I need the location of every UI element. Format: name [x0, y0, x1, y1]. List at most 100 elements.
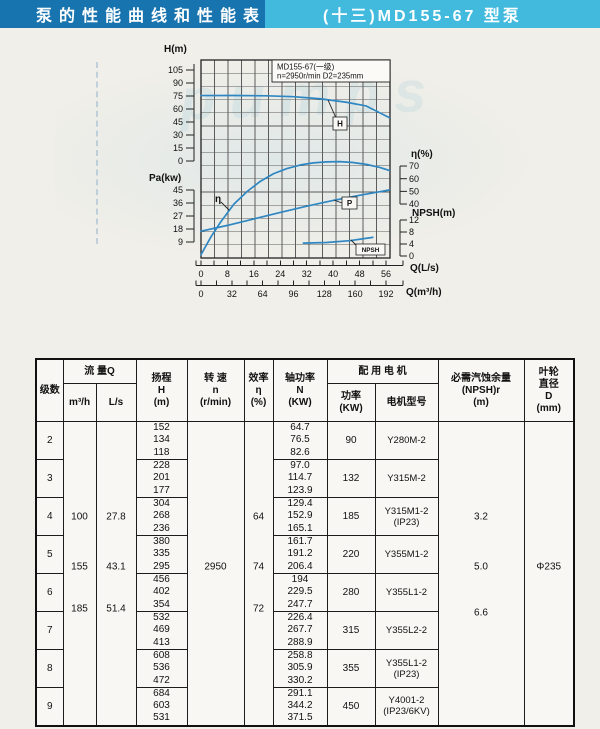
col-flow-m3h: m³/h [62, 383, 97, 422]
svg-text:96: 96 [288, 289, 298, 299]
motor-power-cell: 355 [326, 649, 376, 688]
table-body: 2 100 155 185 27.8 43.1 51.4 152 134 118 2950 64 7… [35, 420, 575, 727]
svg-text:60: 60 [409, 174, 419, 184]
head-cell: 152 134 118 [135, 421, 188, 460]
svg-text:32: 32 [227, 289, 237, 299]
stage-cell: 2 [35, 421, 64, 460]
curve-label-NPSH: NPSH [350, 239, 386, 256]
stage-cell: 6 [35, 573, 64, 612]
table-row-stage-9: 9 684 603 531 291.1 344.2 371.5 450 Y4001-2 … [35, 686, 574, 727]
col-motor-group: 配 用 电 机 [326, 358, 439, 384]
stage-cell: 4 [35, 497, 64, 536]
svg-text:0: 0 [198, 269, 203, 279]
axis-pa [186, 189, 195, 243]
motor-power-cell: 90 [326, 421, 376, 460]
svg-text:15: 15 [173, 143, 183, 153]
motor-model-cell: Y355M1-2 [374, 535, 439, 574]
svg-text:160: 160 [348, 289, 363, 299]
table-row-stage-6: 6 456 402 354 194 229.5 247.7 280 Y355L1-2 [35, 573, 574, 612]
svg-text:40: 40 [409, 199, 419, 209]
curve-label-η: η [215, 194, 230, 211]
svg-text:24: 24 [275, 269, 285, 279]
svg-text:NPSH(m): NPSH(m) [412, 208, 455, 219]
axis-npsh [399, 219, 407, 257]
shaft-power-cell: 161.7 191.2 206.4 [272, 535, 328, 574]
col-motor-model: 电机型号 [374, 383, 439, 422]
col-npsh: 必需汽蚀余量 (NPSH)r (m) [437, 358, 525, 422]
curve-P [200, 189, 391, 233]
svg-text:45: 45 [173, 117, 183, 127]
motor-power-cell: 280 [326, 573, 376, 612]
svg-text:η: η [215, 194, 221, 205]
axis-h [186, 63, 195, 162]
svg-text:12: 12 [409, 215, 419, 225]
svg-text:75: 75 [173, 91, 183, 101]
table-row-stage-5: 5 380 335 295 161.7 191.2 206.4 220 Y355M1-2 [35, 535, 574, 574]
merged-col-speed: 2950 [186, 420, 245, 727]
svg-text:30: 30 [173, 130, 183, 140]
svg-text:48: 48 [355, 269, 365, 279]
table-row-stage-3: 3 228 201 177 97.0 114.7 123.9 132 Y315M-2 [35, 459, 574, 498]
svg-text:Pa(kw): Pa(kw) [149, 173, 181, 184]
merged-col-flow_ls: 27.8 43.1 51.4 [95, 420, 137, 727]
motor-model-cell: Y315M1-2 (IP23) [374, 497, 439, 536]
svg-text:0: 0 [178, 156, 183, 166]
curve-label-H: H [327, 99, 348, 131]
head-cell: 532 469 413 [135, 611, 188, 650]
svg-text:Q(L/s): Q(L/s) [410, 263, 439, 274]
performance-table: 级数 流 量Q 扬程 H (m) 转 速 n (r/min) 效率 η (%) … [35, 358, 575, 727]
svg-text:NPSH: NPSH [362, 247, 380, 254]
motor-model-cell: Y355L1-2 (IP23) [374, 649, 439, 688]
col-flow-group: 流 量Q [62, 358, 137, 384]
svg-text:0: 0 [198, 289, 203, 299]
shaft-power-cell: 291.1 344.2 371.5 [272, 686, 328, 727]
svg-text:P: P [347, 199, 353, 208]
curve-η [200, 160, 391, 256]
svg-text:64: 64 [258, 289, 268, 299]
motor-model-cell: Y280M-2 [374, 421, 439, 460]
merged-col-flow_m3h: 100 155 185 [62, 420, 97, 727]
motor-power-cell: 315 [326, 611, 376, 650]
svg-text:8: 8 [409, 227, 414, 237]
q-scale-bar [195, 280, 404, 286]
scan-edge-marks [96, 62, 98, 244]
svg-text:H(m): H(m) [164, 44, 187, 55]
svg-text:128: 128 [317, 289, 332, 299]
col-head: 扬程 H (m) [135, 358, 188, 422]
pump-model-title: (十三)MD155-67 型泵 [265, 0, 600, 28]
svg-text:H: H [337, 120, 343, 129]
col-impeller: 叶轮 直径 D (mm) [523, 358, 575, 422]
col-stage: 级数 [35, 358, 64, 422]
svg-text:105: 105 [168, 65, 183, 75]
motor-power-cell: 185 [326, 497, 376, 536]
chart-grid [200, 59, 391, 259]
shaft-power-cell: 194 229.5 247.7 [272, 573, 328, 612]
table-row-stage-4: 4 304 268 236 129.4 152.9 165.1 185 Y315M1-2… [35, 497, 574, 536]
page-title: 泵的性能曲线和性能表 [0, 0, 265, 28]
svg-text:192: 192 [378, 289, 393, 299]
table-row-stage-2: 2 100 155 185 27.8 43.1 51.4 152 134 118 2950 64 7… [35, 420, 575, 727]
svg-text:56: 56 [381, 269, 391, 279]
stage-cell: 7 [35, 611, 64, 650]
motor-model-cell: Y355L2-2 [374, 611, 439, 650]
head-cell: 228 201 177 [135, 459, 188, 498]
col-speed: 转 速 n (r/min) [186, 358, 245, 422]
motor-model-cell: Y355L1-2 [374, 573, 439, 612]
q-scale-bar [195, 260, 404, 266]
svg-text:8: 8 [225, 269, 230, 279]
stage-cell: 9 [35, 686, 64, 727]
performance-chart: 10590756045301504536271897060504012840H(… [149, 44, 455, 299]
motor-model-cell: Y4001-2 (IP23/6KV) [374, 686, 439, 727]
curve-NPSH [302, 236, 374, 244]
svg-text:60: 60 [173, 104, 183, 114]
stage-cell: 5 [35, 535, 64, 574]
head-cell: 608 536 472 [135, 649, 188, 688]
svg-text:18: 18 [173, 224, 183, 234]
svg-text:16: 16 [249, 269, 259, 279]
svg-text:4: 4 [409, 239, 414, 249]
table-header: 级数 流 量Q 扬程 H (m) 转 速 n (r/min) 效率 η (%) … [35, 358, 575, 422]
merged-col-efficiency: 64 74 72 [243, 420, 274, 727]
motor-power-cell: 132 [326, 459, 376, 498]
head-cell: 684 603 531 [135, 686, 188, 727]
